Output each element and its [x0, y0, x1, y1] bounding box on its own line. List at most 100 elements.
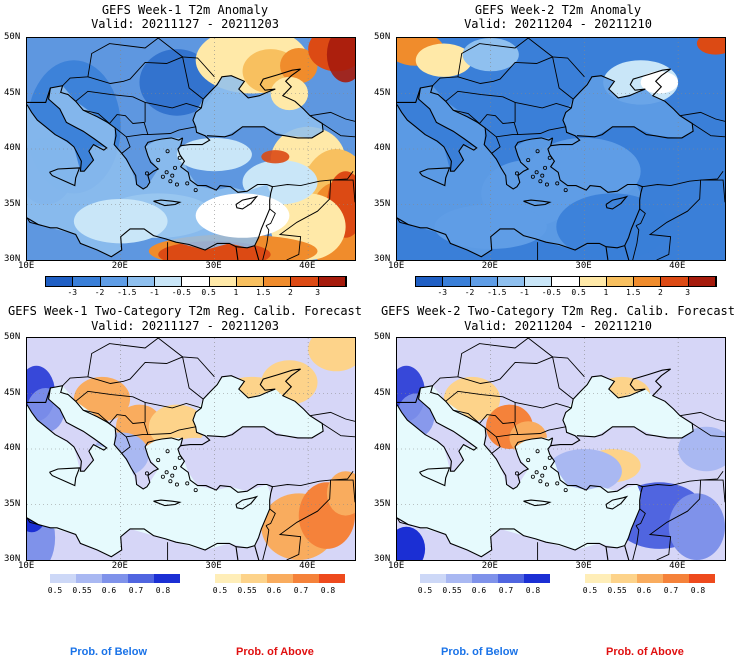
country-border — [83, 409, 149, 435]
colorbar-tick-label: 0.6 — [101, 586, 117, 595]
colorbar-tick-label: 0.6 — [471, 586, 487, 595]
colorbar-swatch — [606, 277, 635, 286]
colorbar-tick-label: 0.55 — [607, 586, 627, 595]
anomaly-shading — [668, 493, 725, 560]
lat-tick-label: 40N — [4, 443, 21, 453]
coastline — [605, 246, 609, 260]
island — [144, 471, 149, 476]
lon-tick-label: 20E — [111, 261, 128, 271]
country-border — [87, 56, 204, 100]
anomaly-colorbar — [45, 276, 347, 287]
lat-tick-label: 35N — [4, 498, 21, 509]
island — [563, 188, 568, 193]
colorbar-swatch — [420, 574, 446, 583]
colorbar-tick-label: 0.7 — [293, 586, 309, 595]
island — [530, 474, 535, 479]
country-border — [321, 423, 355, 438]
lon-tick-label: 40E — [299, 261, 316, 271]
lat-tick-label: 50N — [374, 332, 391, 342]
country-border — [453, 109, 519, 135]
country-border — [527, 38, 585, 78]
anomaly-shading — [326, 38, 355, 83]
colorbar-tick-label: -1.5 — [117, 288, 137, 297]
country-border — [272, 170, 354, 188]
lat-tick-label: 35N — [374, 198, 391, 209]
sea-area — [192, 375, 324, 438]
colorbar-tick-label: 0.6 — [636, 586, 652, 595]
colorbar-swatch — [498, 574, 524, 583]
colorbar-swatch — [293, 574, 319, 583]
sea-area — [27, 385, 271, 557]
country-border — [491, 436, 501, 454]
island — [543, 465, 548, 470]
lat-tick-label: 50N — [4, 332, 21, 342]
coastline — [397, 368, 694, 558]
country-border — [648, 480, 702, 560]
map-week1-probability — [26, 337, 356, 561]
country-border — [635, 208, 646, 227]
colorbar-swatch — [689, 574, 715, 583]
anomaly-shading — [696, 38, 725, 55]
colorbar-tick-label: -1.5 — [487, 288, 507, 297]
island — [156, 458, 161, 463]
colorbar-tick-label: -2 — [464, 288, 475, 297]
colorbar-swatch — [416, 277, 444, 286]
colorbar-labels: 0.5 0.55 0.6 0.7 0.8 — [418, 586, 550, 596]
colorbar-labels: 0.5 0.55 0.6 0.7 0.8 — [213, 586, 345, 596]
country-border — [679, 111, 725, 122]
coastline — [624, 245, 632, 260]
coastline — [235, 195, 259, 210]
colorbar-tick-label: 0.5 — [47, 586, 63, 595]
map-week2-anomaly — [396, 37, 726, 261]
lon-tick-label: 20E — [481, 561, 498, 571]
lon-tick-label: 20E — [481, 261, 498, 271]
island — [170, 473, 175, 478]
country-border — [330, 179, 355, 203]
coastline — [523, 199, 552, 207]
anomaly-shading — [308, 338, 355, 372]
lat-tick-label: 50N — [4, 32, 21, 42]
country-border — [635, 508, 646, 527]
anomaly-shading — [73, 198, 168, 244]
country-border — [397, 217, 413, 227]
coastline — [397, 84, 553, 190]
island — [185, 181, 190, 186]
colorbar-swatch — [552, 277, 580, 286]
anomaly-shading — [415, 43, 472, 77]
colorbar-swatch — [100, 277, 128, 286]
island — [168, 179, 173, 184]
island — [144, 171, 149, 176]
country-border — [121, 136, 131, 154]
country-border — [700, 479, 725, 503]
island — [193, 188, 198, 193]
island — [193, 488, 198, 493]
island — [177, 155, 182, 160]
coastline — [27, 68, 324, 258]
colorbar-tick-label: 0.7 — [498, 586, 514, 595]
colorbar-swatch — [46, 277, 74, 286]
map-canvas — [27, 338, 355, 560]
colorbar-swatch — [155, 277, 183, 286]
country-border — [527, 338, 585, 378]
island — [170, 173, 175, 178]
lon-tick-label: 10E — [388, 561, 405, 571]
country-border — [445, 90, 572, 109]
country-border — [397, 517, 413, 527]
colorbar-swatch — [524, 574, 550, 583]
colorbar-tick-label: 0.5 — [201, 288, 216, 297]
sea-area — [192, 75, 324, 138]
lat-tick-label: 50N — [374, 32, 391, 42]
colorbar-tick-label: 1 — [603, 288, 609, 297]
anomaly-shading — [148, 404, 206, 449]
island — [526, 458, 531, 463]
lon-tick-label: 30E — [575, 261, 592, 271]
coastline — [180, 437, 184, 446]
coastline — [397, 68, 694, 258]
country-border — [691, 123, 725, 138]
panel-title: GEFS Week-1 T2m Anomaly — [101, 3, 269, 17]
lat-tick-label: 30N — [374, 554, 391, 564]
coastline — [27, 87, 108, 172]
colorbar-swatch — [319, 574, 345, 583]
island — [164, 470, 169, 475]
island — [160, 474, 165, 479]
